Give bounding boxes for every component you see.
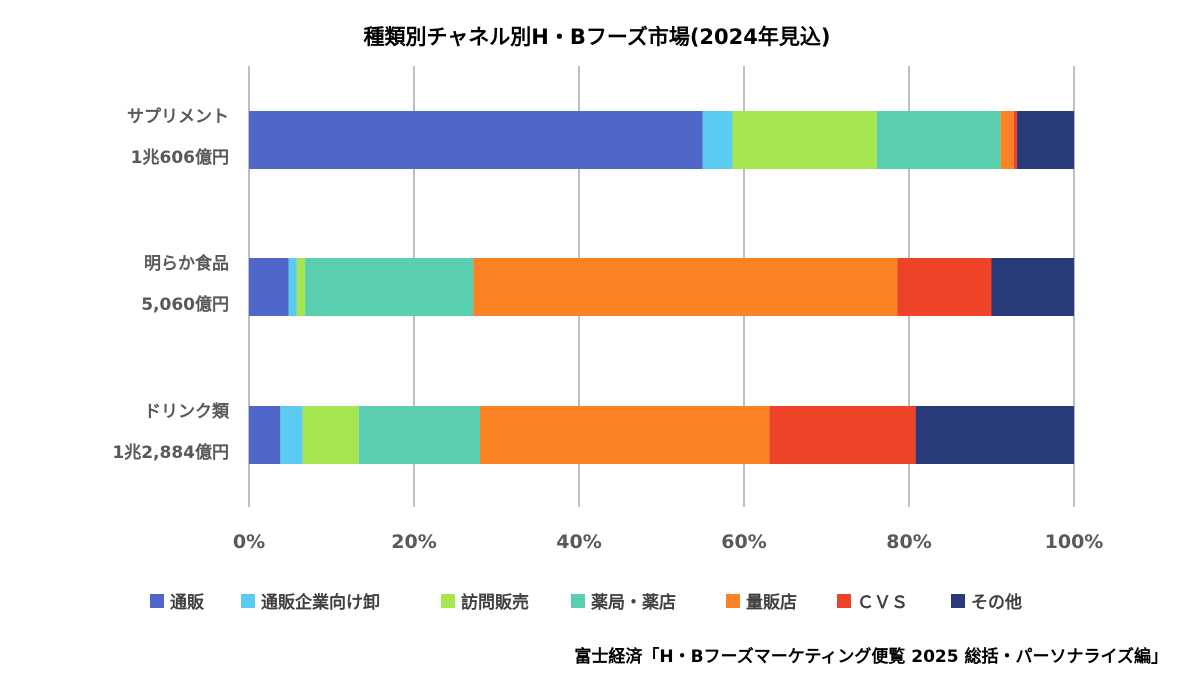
legend-swatch <box>951 594 965 608</box>
legend-swatch <box>441 594 455 608</box>
bar-segment-0-3 <box>876 111 1001 169</box>
legend-label: 量販店 <box>746 592 797 613</box>
bar-segment-2-2 <box>302 406 359 464</box>
bar-segment-1-2 <box>296 258 306 316</box>
legend-swatch <box>241 594 255 608</box>
bar-segment-2-3 <box>358 406 480 464</box>
bar-segment-2-5 <box>769 406 916 464</box>
bar-segment-1-4 <box>473 258 898 316</box>
legend-label: その他 <box>971 592 1022 613</box>
bar-segment-0-0 <box>249 111 703 169</box>
bar-segment-0-2 <box>732 111 877 169</box>
category-label: ドリンク類 <box>144 402 230 422</box>
x-tick-label: 100% <box>1045 531 1104 553</box>
x-tick-label: 40% <box>556 531 601 553</box>
legend-label: 訪問販売 <box>461 592 529 613</box>
category-size-label: 1兆606億円 <box>131 147 229 168</box>
legend-swatch <box>150 594 164 608</box>
legend-label: 通販 <box>170 592 205 613</box>
bars <box>249 111 1074 464</box>
x-tick-label: 80% <box>886 531 931 553</box>
x-tick-label: 60% <box>721 531 766 553</box>
bar-segment-0-6 <box>1017 111 1074 169</box>
category-label: サプリメント <box>127 106 229 127</box>
bar-segment-0-5 <box>1013 111 1018 169</box>
bar-segment-2-6 <box>915 406 1074 464</box>
legend-swatch <box>726 594 740 608</box>
bar-segment-1-3 <box>305 258 474 316</box>
legend-label: ＣＶＳ <box>857 593 908 613</box>
legend: 通販 通販企業向け卸 訪問販売 薬局・薬店 量販店 ＣＶＳ その他 <box>150 592 1022 613</box>
bar-segment-0-4 <box>1000 111 1014 169</box>
x-axis-ticks: 0% 20% 40% 60% 80% 100% <box>233 531 1103 553</box>
source-note: 富士経済「H・Bフーズマーケティング便覧 2025 総括・パーソナライズ編」 <box>574 646 1168 667</box>
x-tick-label: 0% <box>233 531 265 553</box>
x-tick-label: 20% <box>391 531 436 553</box>
category-size-label: 1兆2,884億円 <box>112 442 229 463</box>
bar-segment-1-5 <box>897 258 992 316</box>
bar-segment-1-0 <box>249 258 289 316</box>
bar-segment-0-1 <box>702 111 733 169</box>
bar-segment-2-4 <box>480 406 770 464</box>
bar-segment-2-1 <box>280 406 303 464</box>
legend-swatch <box>571 594 585 608</box>
bar-segment-1-6 <box>991 258 1074 316</box>
bar-segment-2-0 <box>249 406 281 464</box>
legend-label: 通販企業向け卸 <box>261 592 380 613</box>
chart-title: 種類別チャネル別H・Bフーズ市場(2024年見込) <box>364 25 831 49</box>
legend-label: 薬局・薬店 <box>591 592 676 613</box>
bar-segment-1-1 <box>288 258 297 316</box>
category-label: 明らか食品 <box>144 253 229 274</box>
category-size-label: 5,060億円 <box>141 294 229 315</box>
legend-swatch <box>837 594 851 608</box>
